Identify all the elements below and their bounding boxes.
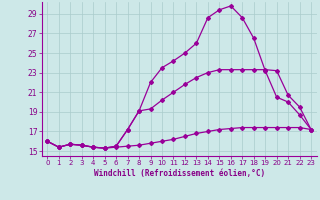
X-axis label: Windchill (Refroidissement éolien,°C): Windchill (Refroidissement éolien,°C) [94,169,265,178]
